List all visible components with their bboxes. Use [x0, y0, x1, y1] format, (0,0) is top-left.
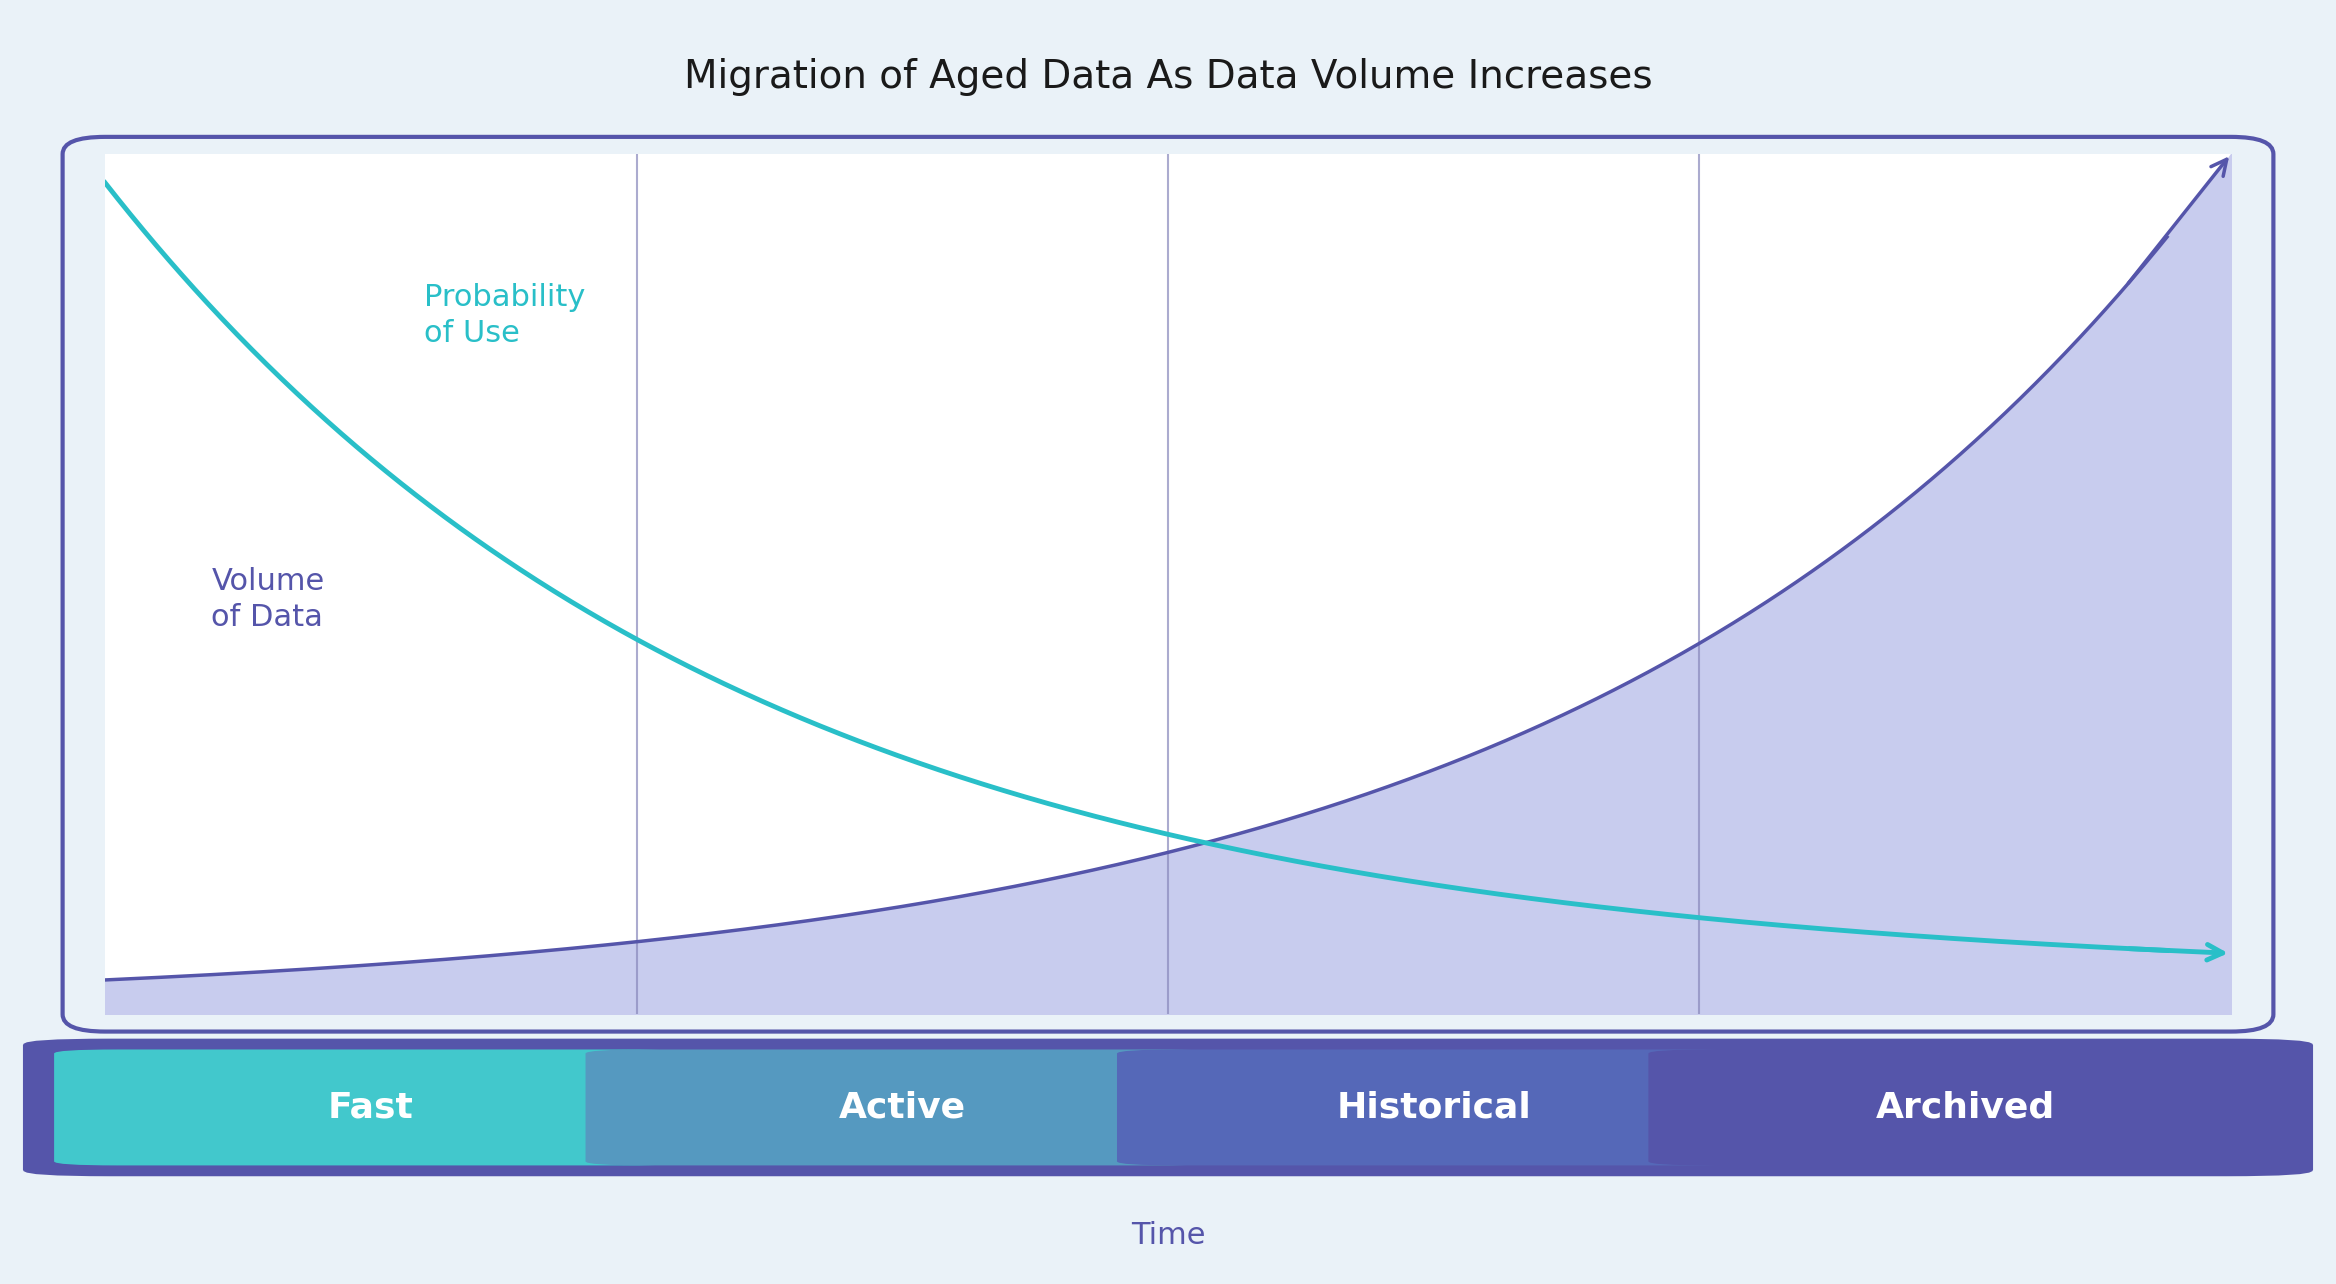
FancyBboxPatch shape [23, 1040, 2313, 1175]
FancyBboxPatch shape [1649, 1049, 2282, 1166]
Text: Historical: Historical [1336, 1090, 1530, 1125]
Text: Probability
of Use: Probability of Use [425, 284, 586, 348]
FancyBboxPatch shape [54, 1049, 687, 1166]
Text: Volume
of Data: Volume of Data [210, 568, 325, 632]
FancyBboxPatch shape [1117, 1049, 1750, 1166]
Text: Active: Active [839, 1090, 965, 1125]
Text: Fast: Fast [327, 1090, 413, 1125]
FancyBboxPatch shape [586, 1049, 1219, 1166]
Text: Migration of Aged Data As Data Volume Increases: Migration of Aged Data As Data Volume In… [684, 58, 1652, 96]
Text: Time: Time [1131, 1221, 1205, 1249]
Text: Archived: Archived [1876, 1090, 2056, 1125]
